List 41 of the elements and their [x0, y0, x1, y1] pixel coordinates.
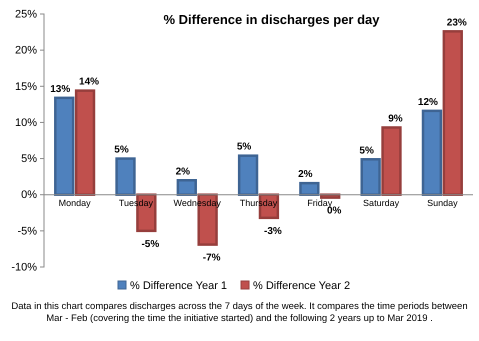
data-label: 23%: [446, 17, 467, 28]
data-label: 14%: [79, 76, 100, 88]
bar: [299, 182, 320, 196]
legend-label: % Difference Year 1: [130, 280, 228, 292]
x-tick-label: Sunday: [427, 198, 458, 208]
x-tick-label: Saturday: [363, 198, 400, 208]
data-label: -5%: [141, 238, 160, 250]
bar: [74, 89, 96, 196]
y-tick-label: 0%: [21, 189, 38, 202]
data-label: 2%: [298, 169, 313, 180]
bar: [381, 126, 402, 196]
y-tick-label: 5%: [21, 153, 38, 166]
data-label: 5%: [359, 145, 374, 156]
bar: [422, 110, 442, 196]
y-tick-label: 20%: [14, 44, 38, 57]
x-tick-label: Friday: [307, 198, 333, 208]
y-tick-label: -5%: [17, 225, 38, 238]
chart-title: % Difference in discharges per day: [163, 12, 380, 27]
data-label: -3%: [264, 226, 282, 237]
data-label: 5%: [114, 144, 129, 156]
bar: [176, 179, 197, 196]
y-tick-label: 15%: [14, 80, 38, 93]
bar: [54, 96, 74, 196]
bar: [360, 158, 381, 196]
legend-label: % Difference Year 2: [253, 280, 350, 292]
data-label: 13%: [50, 84, 70, 95]
data-label: 9%: [388, 113, 403, 124]
bar: [115, 157, 136, 196]
x-tick-label: Monday: [58, 198, 92, 208]
data-label: 12%: [418, 96, 438, 108]
data-label: 2%: [176, 166, 190, 178]
y-tick-label: 10%: [14, 116, 38, 129]
data-label: -7%: [202, 252, 221, 264]
bar: [442, 30, 463, 196]
data-label: 5%: [236, 142, 252, 153]
x-tick-label: Thursday: [240, 198, 278, 208]
data-label: 0%: [326, 206, 342, 217]
bar: [238, 154, 258, 196]
y-tick-label: 25%: [14, 8, 38, 21]
y-tick-label: -10%: [11, 262, 38, 274]
text: Data in this chart compares discharges across the 7 days of the week. It compares the time periods between Mar - Feb (covering the time the initiative started) and the following 2 years up to Mar 2019 .: [11, 301, 468, 324]
